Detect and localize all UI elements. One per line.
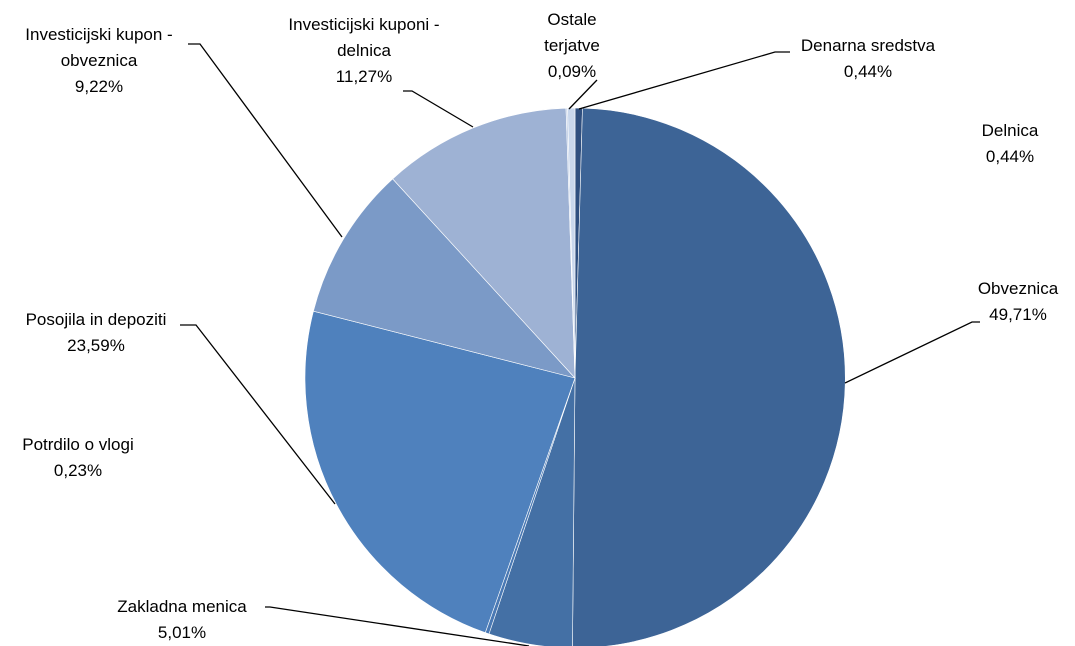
pie-slices [304, 107, 846, 646]
pie-slice-investicijski-kuponi-delnica [392, 107, 576, 379]
label-name-line1: Investicijski kuponi - [288, 15, 439, 34]
label-percent: 0,44% [986, 147, 1034, 166]
pie-slice-posojila-in-depoziti [304, 310, 576, 634]
label-name: Obveznica [978, 279, 1059, 298]
slice-label-ik-obveznica: Investicijski kupon - obveznica 9,22% [25, 25, 172, 96]
label-name: Denarna sredstva [801, 36, 936, 55]
label-percent: 0,44% [844, 62, 892, 81]
label-percent: 9,22% [75, 77, 123, 96]
slice-label-posojila: Posojila in depoziti 23,59% [26, 310, 167, 355]
label-name: Zakladna menica [117, 597, 247, 616]
label-name-line1: Ostale [547, 10, 596, 29]
label-name-line2: terjatve [544, 36, 600, 55]
label-percent: 0,23% [54, 461, 102, 480]
slice-label-ostale: Ostale terjatve 0,09% [544, 10, 600, 81]
leader-line-ik-obveznica [188, 43, 343, 238]
pie-slice-investicijski-kupon-obveznica [313, 178, 576, 379]
leader-line-zakladna [265, 606, 530, 646]
slice-label-ik-delnica: Investicijski kuponi - delnica 11,27% [288, 15, 439, 86]
slice-label-delnica: Delnica 0,44% [982, 121, 1039, 166]
leader-line-obveznica [844, 321, 980, 384]
label-percent: 49,71% [989, 305, 1047, 324]
slice-label-zakladna: Zakladna menica 5,01% [117, 597, 247, 642]
leader-line-ik-delnica [403, 90, 474, 128]
pie-slice-obveznica [572, 107, 846, 646]
slice-label-potrdilo: Potrdilo o vlogi 0,23% [22, 435, 134, 480]
label-name-line1: Investicijski kupon - [25, 25, 172, 44]
label-name-line2: obveznica [61, 51, 138, 70]
leader-line-ostale [568, 79, 598, 110]
slice-label-denarna: Denarna sredstva 0,44% [801, 36, 936, 81]
label-percent: 0,09% [548, 62, 596, 81]
label-percent: 5,01% [158, 623, 206, 642]
label-name-line2: delnica [337, 41, 391, 60]
slice-label-obveznica: Obveznica 49,71% [978, 279, 1059, 324]
label-percent: 11,27% [336, 67, 392, 86]
label-name: Delnica [982, 121, 1039, 140]
label-name: Potrdilo o vlogi [22, 435, 134, 454]
leader-lines [180, 43, 980, 646]
pie-slice-delnica [567, 107, 576, 379]
leader-line-posojila [180, 324, 336, 505]
label-percent: 23,59% [67, 336, 125, 355]
leader-line-denarna [578, 51, 790, 110]
label-name: Posojila in depoziti [26, 310, 167, 329]
